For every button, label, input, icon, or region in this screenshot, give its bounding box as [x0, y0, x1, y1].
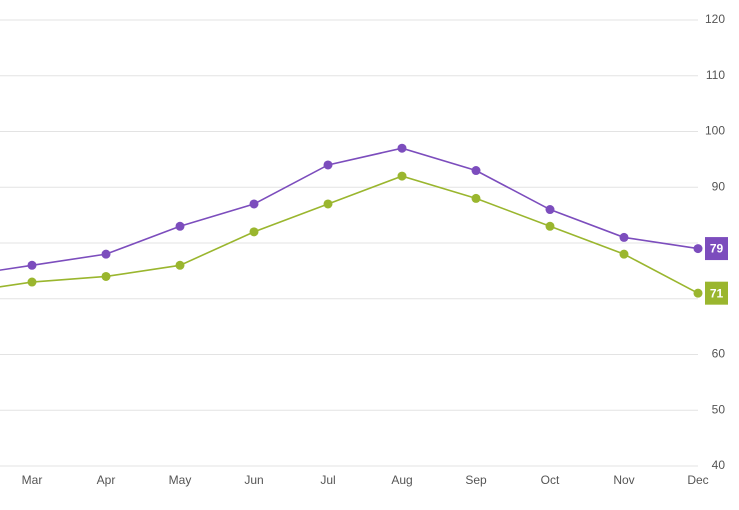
x-tick-label: Jul	[320, 473, 335, 487]
data-point	[101, 271, 111, 281]
data-point	[397, 171, 407, 181]
data-point	[27, 277, 37, 287]
y-tick-label: 90	[712, 179, 726, 193]
last-value-label: 71	[710, 286, 724, 300]
last-value-box	[705, 281, 728, 305]
last-value-box	[705, 237, 728, 261]
data-point	[693, 244, 703, 254]
data-point	[323, 199, 333, 209]
y-tick-label: 110	[706, 68, 725, 82]
data-point	[175, 221, 185, 231]
x-tick-label: Aug	[391, 473, 412, 487]
last-value-label: 79	[710, 242, 724, 256]
x-tick-label: Sep	[465, 473, 487, 487]
data-point	[545, 205, 555, 215]
x-tick-label: Mar	[22, 473, 43, 487]
plot-area	[0, 143, 703, 298]
data-point	[101, 249, 111, 259]
x-tick-label: Dec	[687, 473, 708, 487]
data-point	[619, 232, 629, 242]
y-tick-label: 50	[712, 402, 726, 416]
x-tick-label: Apr	[97, 473, 116, 487]
data-point	[249, 227, 259, 237]
data-point	[397, 143, 407, 153]
data-point	[471, 166, 481, 176]
data-point	[471, 193, 481, 203]
y-tick-label: 100	[705, 124, 725, 138]
y-tick-label: 60	[712, 347, 726, 361]
data-point	[27, 260, 37, 270]
x-tick-label: Nov	[613, 473, 634, 487]
data-point	[693, 288, 703, 298]
data-point	[175, 260, 185, 270]
data-point	[249, 199, 259, 209]
x-tick-label: Jun	[244, 473, 263, 487]
x-tick-label: Oct	[541, 473, 560, 487]
y-tick-label: 40	[712, 458, 726, 472]
data-point	[619, 249, 629, 259]
y-tick-label: 120	[705, 12, 725, 26]
x-tick-label: May	[169, 473, 192, 487]
data-point	[545, 221, 555, 231]
data-point	[323, 160, 333, 170]
